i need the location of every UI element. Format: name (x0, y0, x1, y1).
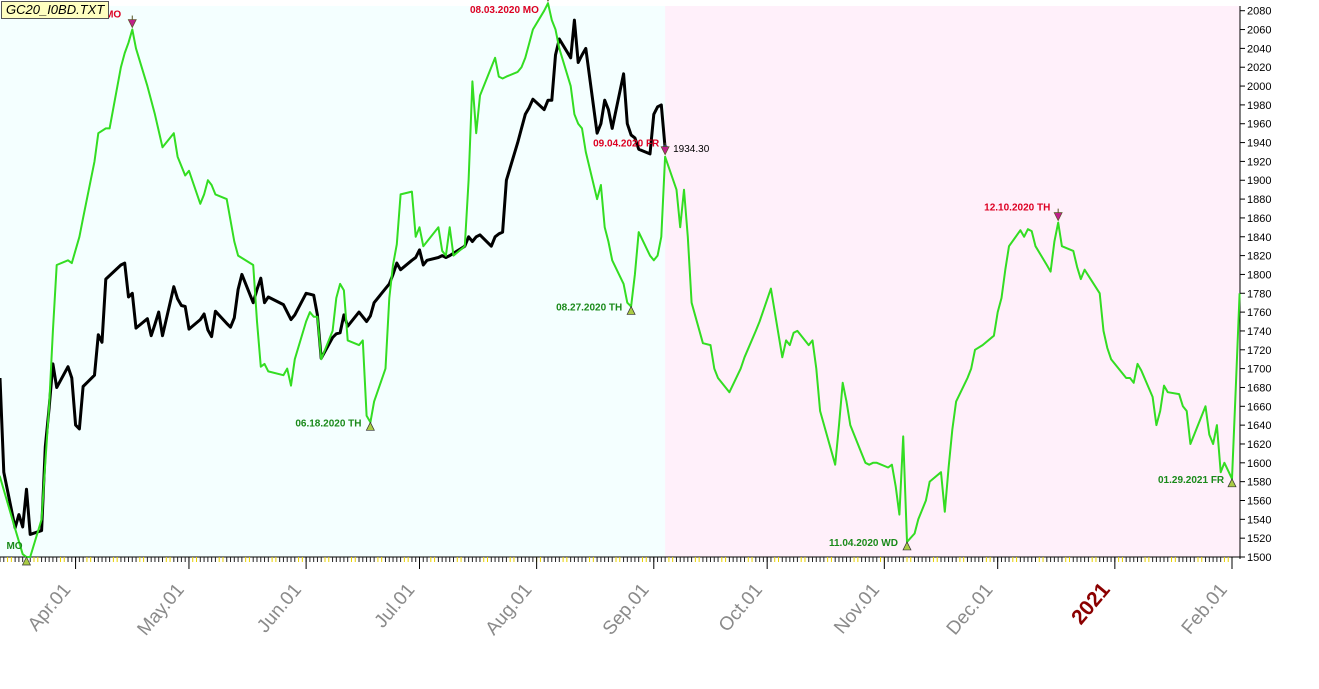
y-tick-label: 1900 (1247, 175, 1271, 187)
annotation-label: 01.29.2021 FR (1158, 475, 1225, 486)
y-tick-label: 1640 (1247, 420, 1271, 432)
trough-marker: MO (6, 541, 32, 566)
y-tick-label: 2080 (1247, 6, 1271, 18)
x-tick-label: Dec.01 (943, 580, 998, 640)
x-tick-label: Apr.01 (24, 580, 75, 636)
y-tick-label: 1540 (1247, 514, 1271, 526)
y-tick-label: 1600 (1247, 458, 1271, 470)
x-tick-label: Aug.01 (482, 580, 537, 640)
trough-marker: 08.27.2020 TH (556, 302, 636, 315)
y-tick-label: 2040 (1247, 43, 1271, 55)
forecast-series-line (0, 2, 1241, 558)
y-tick-label: 1520 (1247, 533, 1271, 545)
x-tick-label: Jun.01 (253, 580, 306, 637)
x-axis: Apr.01 May.01 Jun.01 Jul.01 Aug.01 Sep.01 Oct.… (24, 557, 1233, 640)
y-tick-label: 1720 (1247, 345, 1271, 357)
y-tick-label: 1760 (1247, 307, 1271, 319)
peak-marker: 08.03.2020 MO (470, 0, 549, 16)
y-tick-label: 1940 (1247, 138, 1271, 150)
y-tick-label: 1560 (1247, 495, 1271, 507)
annotation-label: 11.04.2020 WD (829, 538, 898, 549)
peak-marker: 09.04.2020 FR (593, 139, 670, 156)
last-price-label: 1934.30 (673, 144, 710, 155)
background-regions (0, 6, 1240, 557)
x-tick-label: May.01 (134, 580, 189, 640)
y-tick-label: 1500 (1247, 552, 1271, 564)
annotation-label: 08.03.2020 MO (470, 5, 539, 16)
trough-marker: 06.18.2020 TH (295, 418, 375, 431)
trough-marker: 01.29.2021 FR (1158, 475, 1237, 488)
y-tick-label: 2020 (1247, 62, 1271, 74)
y-tick-label: 1860 (1247, 213, 1271, 225)
background-region (665, 6, 1240, 557)
annotation-label: 06.18.2020 TH (295, 418, 361, 429)
price-series-line (0, 18, 667, 536)
chart-title: GC20_I0BD.TXT (1, 1, 110, 19)
y-tick-label: 1680 (1247, 382, 1271, 394)
y-tick-label: 1660 (1247, 401, 1271, 413)
x-tick-label: 2021 (1067, 578, 1115, 629)
y-tick-label: 1960 (1247, 119, 1271, 131)
background-region (0, 6, 666, 557)
axis-frame (0, 6, 1241, 562)
y-axis: 1500 1520 1540 1560 1580 1600 1620 1640 1660 1680… (1240, 6, 1271, 564)
y-tick-label: 2060 (1247, 25, 1271, 37)
y-tick-label: 1920 (1247, 156, 1271, 168)
y-tick-label: 1740 (1247, 326, 1271, 338)
x-tick-label: Feb.01 (1178, 580, 1232, 639)
peak-marker: 12.10.2020 TH (984, 203, 1063, 222)
y-tick-label: 1580 (1247, 477, 1271, 489)
annotation-label: 09.04.2020 FR (593, 139, 660, 150)
x-tick-label: Jul.01 (371, 580, 420, 632)
trough-marker: 11.04.2020 WD (829, 538, 912, 551)
y-tick-label: 1840 (1247, 232, 1271, 244)
x-tick-label: Oct.01 (715, 580, 767, 636)
y-tick-label: 1880 (1247, 194, 1271, 206)
y-tick-label: 1700 (1247, 364, 1271, 376)
x-tick-label: Nov.01 (830, 580, 884, 639)
y-tick-label: 2000 (1247, 81, 1271, 93)
annotation-label: 08.27.2020 TH (556, 302, 622, 313)
y-tick-label: 1620 (1247, 439, 1271, 451)
annotation-label: 12.10.2020 TH (984, 203, 1050, 214)
y-tick-label: 1780 (1247, 288, 1271, 300)
annotation-label: MO (6, 541, 22, 552)
x-tick-label: Sep.01 (599, 580, 654, 640)
y-tick-label: 1980 (1247, 100, 1271, 112)
y-tick-label: 1820 (1247, 251, 1271, 263)
y-tick-label: 1800 (1247, 269, 1271, 281)
